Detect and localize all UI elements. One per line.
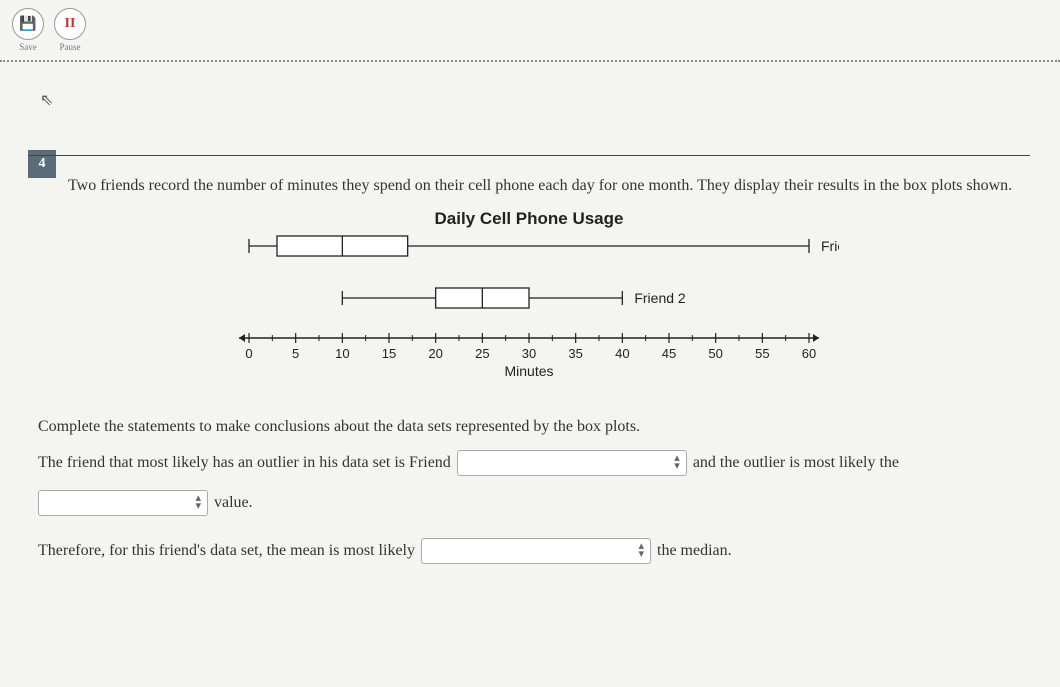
s1-text-a: The friend that most likely has an outli… [38, 454, 451, 472]
dropdown-mean-median[interactable]: ▴▾ [421, 538, 651, 564]
statement-3: Therefore, for this friend's data set, t… [28, 538, 1030, 564]
svg-text:10: 10 [335, 346, 349, 361]
svg-text:40: 40 [615, 346, 629, 361]
stepper-icon: ▴▾ [195, 495, 201, 510]
svg-text:Friend 1: Friend 1 [821, 238, 839, 254]
save-label: Save [19, 42, 37, 52]
svg-text:50: 50 [708, 346, 722, 361]
svg-text:Minutes: Minutes [504, 363, 553, 379]
statement-1: The friend that most likely has an outli… [28, 450, 1030, 476]
svg-text:45: 45 [662, 346, 676, 361]
svg-text:25: 25 [475, 346, 489, 361]
save-button[interactable]: 💾 [12, 8, 44, 40]
boxplot-chart: Daily Cell Phone Usage 0 5 10 15 20 25 30 35 40 45… [28, 208, 1030, 388]
pause-label: Pause [60, 42, 81, 52]
svg-text:55: 55 [755, 346, 769, 361]
s3-text-b: the median. [657, 542, 732, 560]
stepper-icon: ▴▾ [638, 543, 644, 558]
s3-text-a: Therefore, for this friend's data set, t… [38, 542, 415, 560]
svg-text:30: 30 [522, 346, 536, 361]
pause-icon: II [65, 16, 76, 32]
svg-text:Friend 2: Friend 2 [634, 290, 686, 306]
dropdown-friend[interactable]: ▴▾ [457, 450, 687, 476]
cursor-icon: ⇖ [40, 90, 53, 110]
question-prompt: Two friends record the number of minutes… [28, 174, 1030, 198]
toolbar: 💾 Save II Pause [0, 0, 1060, 62]
save-icon: 💾 [19, 16, 36, 33]
s1-text-b: and the outlier is most likely the [693, 454, 899, 472]
svg-text:35: 35 [568, 346, 582, 361]
svg-text:Daily Cell Phone Usage: Daily Cell Phone Usage [435, 209, 624, 228]
svg-text:15: 15 [382, 346, 396, 361]
instruction-text: Complete the statements to make conclusi… [28, 418, 1030, 436]
statement-2: ▴▾ value. [28, 490, 1030, 516]
stepper-icon: ▴▾ [674, 455, 680, 470]
dropdown-value[interactable]: ▴▾ [38, 490, 208, 516]
question-content: Two friends record the number of minutes… [28, 155, 1030, 564]
pause-button[interactable]: II [54, 8, 86, 40]
svg-text:5: 5 [292, 346, 299, 361]
svg-text:20: 20 [428, 346, 442, 361]
svg-text:60: 60 [802, 346, 816, 361]
s2-text-a: value. [214, 494, 253, 512]
svg-text:0: 0 [245, 346, 252, 361]
